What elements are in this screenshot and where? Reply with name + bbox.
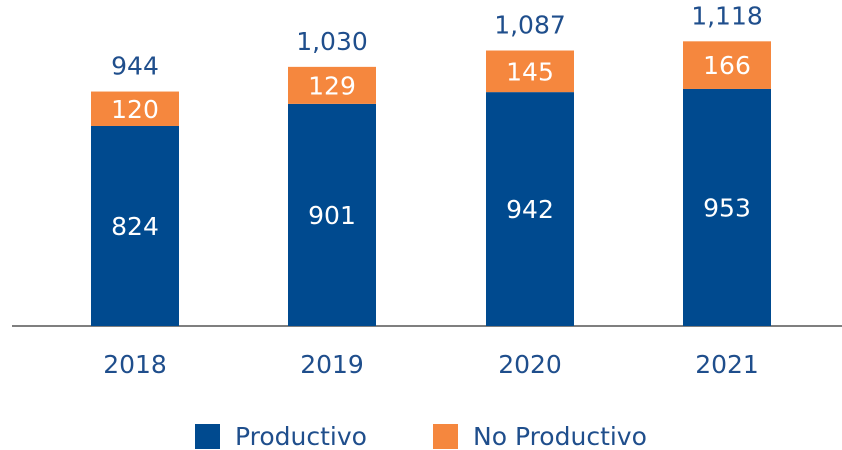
x-tick-label: 2021	[695, 350, 759, 379]
data-label: 953	[703, 193, 751, 222]
bar-segment	[486, 50, 574, 93]
x-tick-label: 2019	[300, 350, 364, 379]
legend-label: No Productivo	[473, 422, 647, 450]
data-label: 129	[308, 71, 356, 100]
bar-segment	[91, 125, 179, 326]
total-label: 944	[111, 52, 159, 81]
x-tick-label: 2020	[498, 350, 562, 379]
data-label: 824	[111, 212, 159, 241]
total-label: 1,118	[691, 1, 763, 30]
legend-swatch	[195, 424, 220, 449]
data-label: 901	[308, 201, 356, 230]
total-label: 1,087	[494, 11, 566, 40]
bar-segment	[683, 41, 771, 89]
data-label: 120	[111, 95, 159, 124]
total-label: 1,030	[296, 27, 368, 56]
legend-swatch	[433, 424, 458, 449]
bar-segment	[91, 91, 179, 126]
bar-segment	[683, 88, 771, 326]
bar-segment	[486, 92, 574, 327]
data-label: 166	[703, 51, 751, 80]
bar-segment	[288, 103, 376, 326]
data-label: 942	[506, 195, 554, 224]
x-tick-label: 2018	[103, 350, 167, 379]
legend-label: Productivo	[235, 422, 367, 450]
data-label: 145	[506, 57, 554, 86]
bar-segment	[288, 66, 376, 104]
